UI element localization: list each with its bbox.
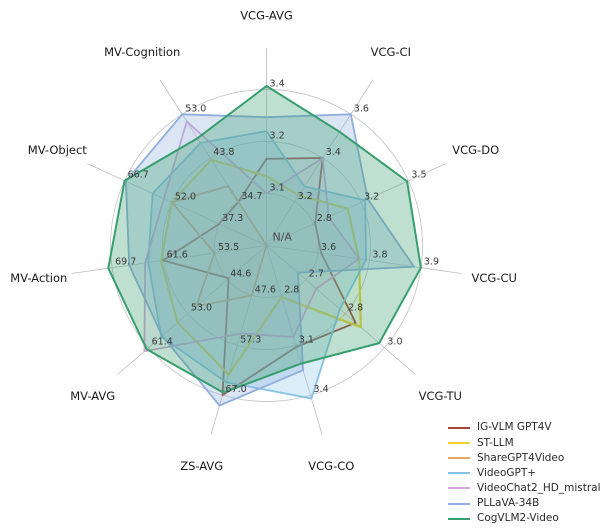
- axis-tick-label: 43.8: [213, 147, 234, 158]
- axis-tick-label: 3.1: [299, 334, 314, 345]
- series-outline-VideoGPT-: [147, 130, 367, 400]
- axis-tick-label: 3.6: [321, 242, 336, 253]
- axis-tick-label: 67.0: [226, 384, 247, 395]
- axis-leader-line: [420, 267, 462, 274]
- axis-tick-label: 53.0: [185, 103, 206, 114]
- series-outline-CogVLM2-Video: [107, 85, 422, 394]
- axis-spoke: [266, 245, 421, 269]
- axis-tick-label: 3.0: [387, 337, 402, 348]
- legend-item: VideoGPT+: [448, 466, 600, 481]
- legend-item: PLLaVA-34B: [448, 496, 600, 511]
- axis-leader-line: [350, 79, 374, 115]
- legend-item: CogVLM2-Video: [448, 511, 600, 526]
- series-fill-CogVLM2-Video: [108, 86, 421, 393]
- axis-tick-label: 2.8: [348, 303, 363, 314]
- series-outline-PLLaVA-34B: [125, 113, 415, 407]
- axis-label: MV-Cognition: [104, 45, 180, 59]
- legend-item: ShareGPT4Video: [448, 450, 600, 465]
- axis-leader-line: [310, 395, 323, 435]
- axis-tick-label: 52.0: [175, 191, 196, 202]
- axis-tick-label: 3.2: [364, 191, 379, 202]
- axis-tick-label: 37.3: [222, 213, 243, 224]
- legend-swatch: [448, 456, 470, 459]
- axis-leader-line: [210, 395, 223, 435]
- axis-label: VCG-DO: [452, 143, 499, 157]
- axis-label: VCG-TU: [419, 389, 462, 403]
- axis-tick-label: 66.7: [128, 170, 149, 181]
- series-fill-PLLaVA-34B: [125, 114, 415, 406]
- axis-tick-label: 47.6: [255, 284, 276, 295]
- axis-tick-label: 2.8: [284, 284, 299, 295]
- axis-label: VCG-CU: [471, 271, 516, 285]
- legend-swatch: [448, 502, 470, 505]
- legend-item: VideoChat2_HD_mistral: [448, 481, 600, 496]
- series-fill-IG-VLM-GPT4V: [162, 158, 356, 396]
- axis-tick-label: 44.6: [230, 269, 251, 280]
- axis-tick-label: 69.7: [115, 257, 136, 268]
- legend-label: ST-LLM: [477, 436, 514, 449]
- series-outline-ST-LLM: [159, 158, 362, 376]
- axis-leader-line: [384, 347, 416, 375]
- axis-tick-label: 3.6: [354, 103, 369, 114]
- chart-legend: IG-VLM GPT4V ST-LLM ShareGPT4Video Video…: [448, 420, 600, 526]
- axis-leader-line: [159, 79, 183, 115]
- series-outline-VideoChat2-HD-mistral: [143, 120, 361, 353]
- series-outline-IG-VLM-GPT4V: [161, 157, 357, 397]
- legend-label: VideoChat2_HD_mistral: [477, 482, 600, 495]
- series-fill-VideoGPT-: [148, 131, 366, 399]
- axis-label: VCG-CI: [371, 45, 411, 59]
- axis-leader-line: [408, 163, 446, 182]
- axis-leader-line: [87, 163, 125, 182]
- axis-tick-label: 3.2: [270, 131, 285, 142]
- axis-label: MV-AVG: [70, 389, 115, 403]
- axis-tick-label: 2.8: [317, 213, 332, 224]
- axis-tick-label: 3.4: [326, 147, 341, 158]
- axis-label: MV-Action: [10, 271, 67, 285]
- axis-tick-label: 3.1: [270, 183, 285, 194]
- legend-label: CogVLM2-Video: [477, 512, 559, 525]
- legend-swatch: [448, 517, 470, 520]
- axis-tick-label: 3.2: [298, 191, 313, 202]
- axis-tick-label: 3.9: [424, 257, 439, 268]
- axis-tick-label: 3.5: [411, 170, 426, 181]
- axis-tick-label: 3.4: [314, 384, 329, 395]
- legend-swatch: [448, 426, 470, 429]
- legend-label: IG-VLM GPT4V: [477, 421, 552, 434]
- legend-item: IG-VLM GPT4V: [448, 420, 600, 435]
- legend-label: ShareGPT4Video: [477, 451, 565, 464]
- axis-tick-label: 2.7: [309, 269, 324, 280]
- axis-label: MV-Object: [28, 143, 88, 157]
- axis-tick-label: 61.4: [152, 337, 173, 348]
- axis-spoke: [266, 114, 352, 246]
- axis-leader-line: [117, 347, 149, 375]
- series-fill-VideoChat2-HD-mistral: [144, 121, 360, 352]
- axis-label: VCG-CO: [308, 459, 354, 473]
- series-outline-ShareGPT4Video: [170, 185, 268, 308]
- axis-tick-label: 3.8: [372, 249, 387, 260]
- axis-tick-label: 34.7: [241, 191, 262, 202]
- axis-tick-label: 61.6: [167, 249, 188, 260]
- axis-label: ZS-AVG: [180, 459, 223, 473]
- axis-leader-line: [71, 267, 113, 274]
- legend-label: VideoGPT+: [477, 466, 537, 479]
- axis-spoke: [112, 245, 267, 269]
- axis-label: VCG-AVG: [240, 9, 293, 23]
- legend-item: ST-LLM: [448, 435, 600, 450]
- legend-swatch: [448, 472, 470, 475]
- legend-label: PLLaVA-34B: [477, 497, 540, 510]
- axis-tick-label: 3.4: [270, 79, 285, 90]
- axis-spoke: [266, 180, 409, 246]
- axis-spoke: [148, 245, 267, 348]
- legend-swatch: [448, 441, 470, 444]
- axis-spoke: [124, 180, 267, 246]
- center-na-label: N/A: [273, 231, 293, 244]
- axis-spoke: [266, 245, 385, 348]
- axis-tick-label: 53.5: [218, 242, 239, 253]
- legend-swatch: [448, 487, 470, 490]
- series-fill-ShareGPT4Video: [171, 186, 267, 307]
- axis-tick-label: 57.3: [240, 334, 261, 345]
- axis-tick-label: 53.0: [191, 303, 212, 314]
